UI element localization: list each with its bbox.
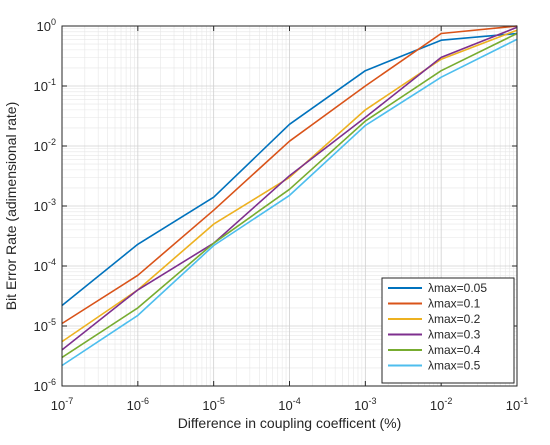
x-tick-label: 10-4 [278, 396, 300, 413]
tick-labels: 10-7 10-6 10-5 10-4 10-3 10-2 10-1 10-6 10-5 10-4… [34, 17, 529, 413]
y-tick-label: 10-1 [34, 77, 56, 94]
x-tick-label: 10-6 [127, 396, 149, 413]
legend-label: λmax=0.3 [428, 328, 481, 342]
series-line [61, 26, 518, 351]
x-tick-label: 10-3 [354, 396, 376, 413]
series-line [61, 32, 518, 307]
series-line [61, 25, 518, 325]
x-tick-label: 10-7 [51, 396, 73, 413]
y-tick-label: 10-5 [34, 317, 56, 334]
y-tick-label: 10-4 [34, 257, 56, 274]
y-tick-label: 100 [37, 17, 56, 34]
x-tick-label: 10-5 [202, 396, 224, 413]
axis-ticks [61, 25, 518, 387]
legend-label: λmax=0.05 [428, 281, 487, 295]
y-tick-label: 10-2 [34, 137, 56, 154]
series-lines [61, 25, 518, 367]
legend: λmax=0.05λmax=0.1λmax=0.2λmax=0.3λmax=0.… [381, 277, 515, 384]
x-tick-label: 10-2 [430, 396, 452, 413]
legend-label: λmax=0.1 [428, 297, 481, 311]
y-tick-label: 10-6 [34, 377, 56, 394]
legend-label: λmax=0.5 [428, 359, 481, 373]
legend-label: λmax=0.2 [428, 312, 481, 326]
x-tick-label: 10-1 [506, 396, 528, 413]
y-axis-title: Bit Error Rate (adimensional rate) [3, 102, 19, 311]
x-axis-title: Difference in coupling coefficent (%) [178, 415, 402, 431]
series-line [61, 38, 518, 367]
series-line [61, 32, 518, 359]
legend-label: λmax=0.4 [428, 343, 481, 357]
y-tick-label: 10-3 [34, 197, 56, 214]
